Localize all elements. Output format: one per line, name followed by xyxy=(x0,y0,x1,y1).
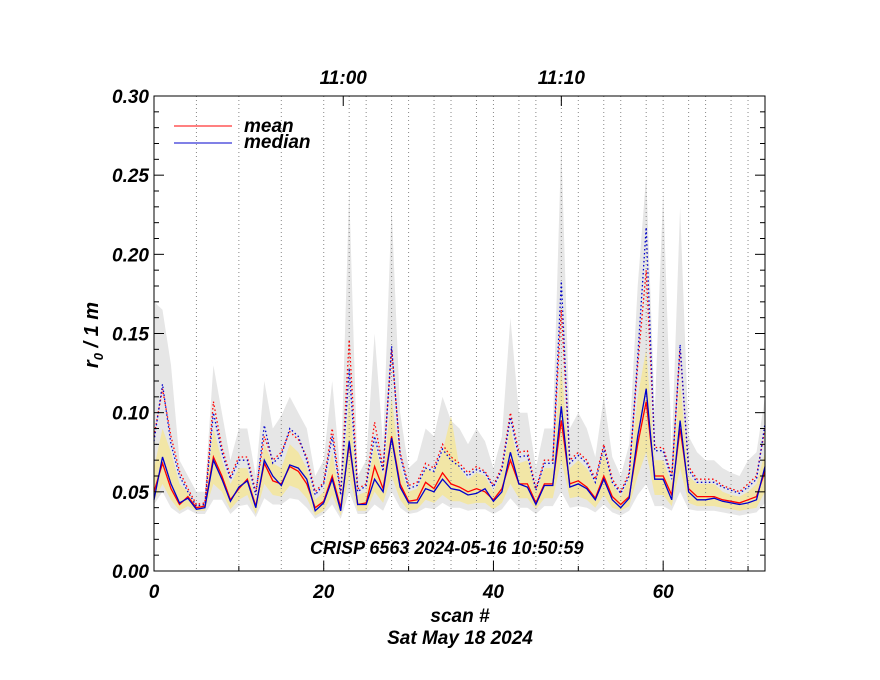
x-tick-label-0: 0 xyxy=(149,582,160,603)
top-time-label-1: 11:10 xyxy=(538,68,586,89)
y-axis-label-main: r xyxy=(81,359,103,368)
y-tick-label-5: 0.25 xyxy=(112,166,149,187)
y-axis-label-sub: 0 xyxy=(91,352,106,360)
x-axis-date-label: Sat May 18 2024 xyxy=(387,628,533,649)
x-axis-label: scan # xyxy=(430,606,490,627)
band-outer xyxy=(154,143,765,519)
y-tick-label-0: 0.00 xyxy=(112,562,149,583)
y-tick-label-2: 0.10 xyxy=(112,404,149,425)
y-tick-label-6: 0.30 xyxy=(112,87,149,108)
y-tick-label-1: 0.05 xyxy=(112,483,149,504)
series-mean-upper xyxy=(153,270,766,506)
x-tick-label-2: 40 xyxy=(482,582,505,603)
chart-annotation: CRISP 6563 2024-05-16 10:50:59 xyxy=(310,538,584,558)
percentile-bands xyxy=(154,143,765,519)
top-time-labels: 11:00 11:10 xyxy=(320,68,586,89)
band-inner xyxy=(154,349,765,516)
series-lines xyxy=(153,227,766,513)
axis-ticks xyxy=(153,95,765,572)
y-tick-labels: 0.00 0.05 0.10 0.15 0.20 0.25 0.30 xyxy=(112,87,149,583)
series-median xyxy=(153,388,766,513)
x-tick-label-1: 20 xyxy=(312,582,335,603)
series-median-upper xyxy=(153,227,766,507)
top-time-label-0: 11:00 xyxy=(320,68,368,89)
x-tick-label-3: 60 xyxy=(653,582,675,603)
legend-median-label: median xyxy=(244,132,311,153)
x-tick-labels: 0 20 40 60 xyxy=(149,582,674,603)
y-tick-label-3: 0.15 xyxy=(112,325,149,346)
legend: mean median xyxy=(174,116,311,153)
y-axis-label-rest: / 1 m xyxy=(81,302,103,353)
legend-mean-label: mean xyxy=(244,116,294,137)
y-axis-label: r0 / 1 m xyxy=(81,302,106,368)
y-tick-label-4: 0.20 xyxy=(112,245,149,266)
